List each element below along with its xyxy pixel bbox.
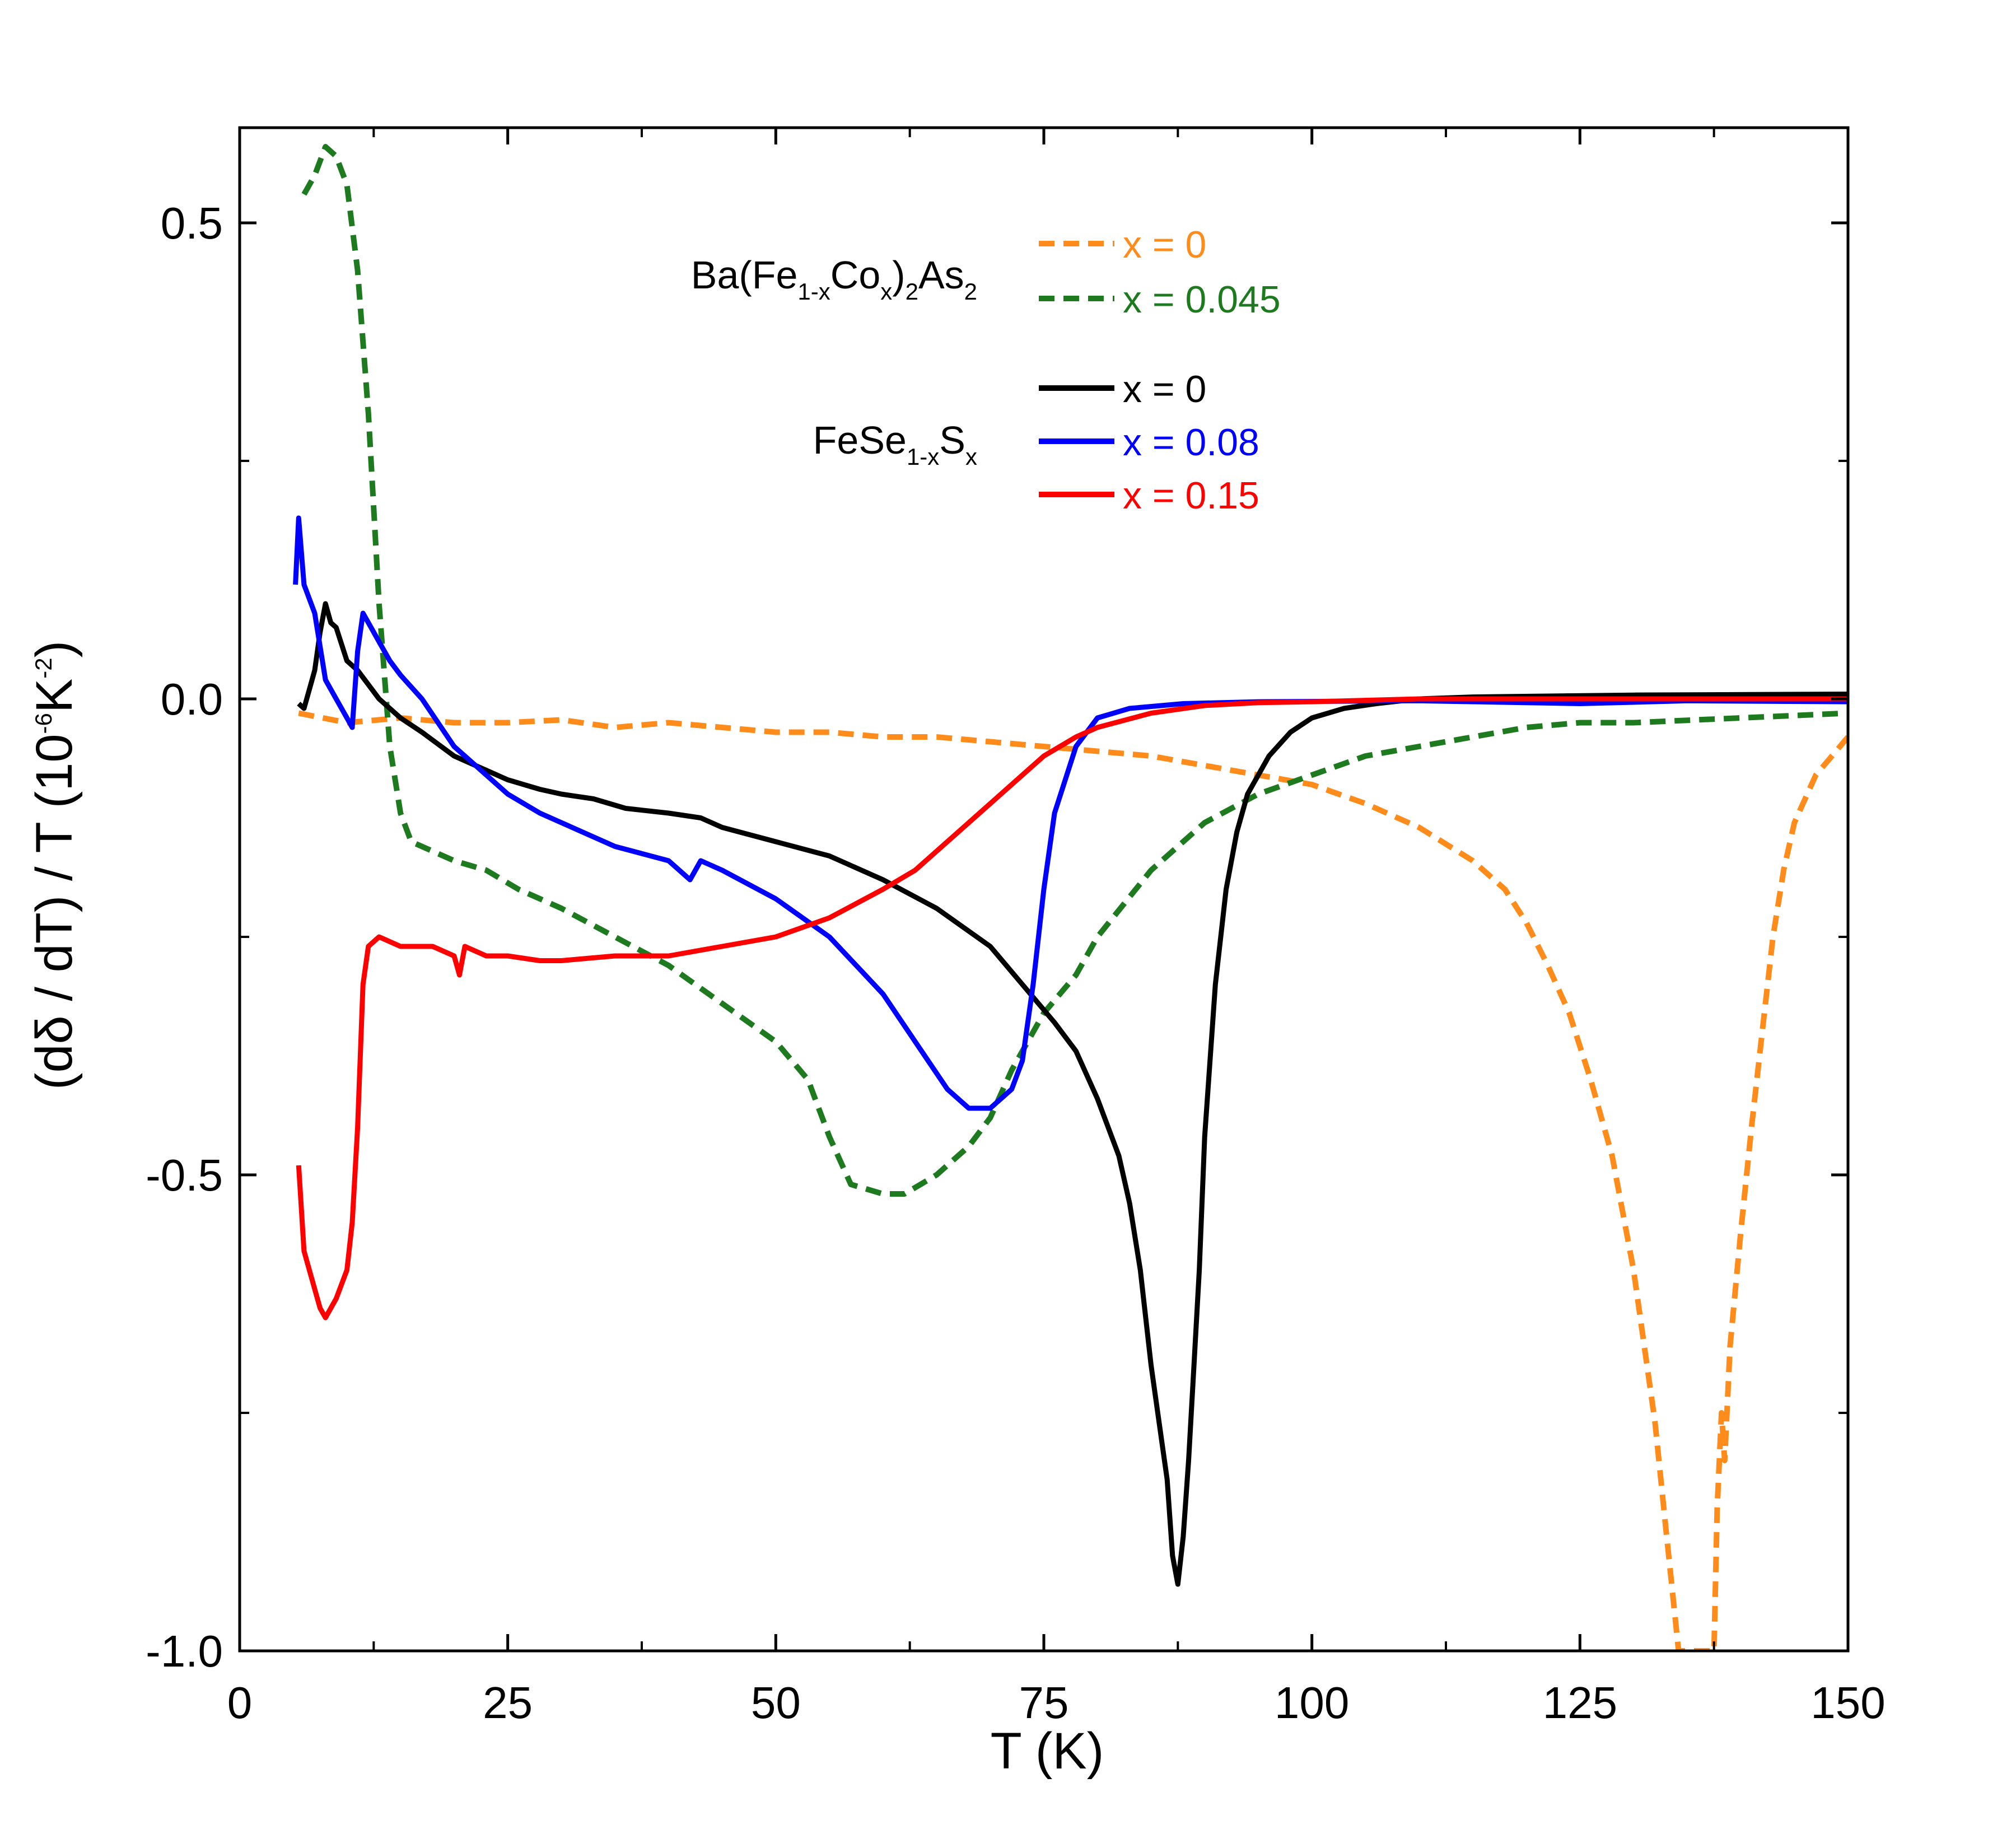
legend-group-title-part: 2 [964,278,977,305]
y-axis-title-exp1: -6 [30,713,57,734]
legend-group-title-part: 2 [906,278,918,305]
legend-label-fese-x0: x = 0 [1123,368,1206,410]
legend-label-ba-x0: x = 0 [1123,223,1206,266]
y-axis-title-prefix: (dδ / dT) / T (10 [26,734,83,1090]
x-tick-label: 150 [1810,1678,1885,1728]
legend-label-ba-x0045: x = 0.045 [1123,278,1281,321]
x-tick-label: 25 [483,1678,533,1728]
y-axis-title-exp2: -2 [30,657,57,678]
legend: Ba(Fe1-xCox)2As2 FeSe1-xSx x = 0 x = 0.0… [691,223,1281,517]
x-tick-label: 100 [1275,1678,1349,1728]
legend-group-title-part: S [939,418,965,462]
x-tick-label: 50 [751,1678,801,1728]
series-ba-fe1-xcox-2as2-x-0 [298,713,1848,1651]
axis-ticks: 0 25 50 75 100 125 150 -1.0 -0.5 0.0 0.5 [146,128,1886,1728]
y-axis-title-suffix: ) [26,641,83,658]
y-axis-title-mid: K [26,679,83,713]
y-tick-label: 0.5 [161,198,223,248]
legend-label-fese-x008: x = 0.08 [1123,421,1259,464]
legend-group-title-part: x [880,278,892,305]
legend-label-fese-x015: x = 0.15 [1123,474,1259,517]
legend-group-title-part: As [918,253,964,297]
x-axis-title: T (K) [991,1723,1104,1780]
legend-group-title-part: x [965,444,977,470]
legend-group-title-part: Co [830,253,880,297]
x-tick-label: 0 [227,1678,253,1728]
y-tick-label: 0.0 [161,674,223,724]
legend-group-title-part: 1-x [907,444,939,470]
y-tick-label: -0.5 [146,1150,223,1200]
legend-group-title-part: 1-x [797,278,830,305]
series-layer [296,147,1848,1651]
series-fese1-xsx-x-0-08 [296,518,1848,1108]
legend-group-title-fese-s: FeSe1-xSx [813,418,977,470]
legend-group-title-part: FeSe [813,418,907,462]
legend-group-title-ba-fe-co-as: Ba(Fe1-xCox)2As2 [691,253,977,305]
series-fese1-xsx-x-0-15 [298,699,1848,1318]
chart: 0 25 50 75 100 125 150 -1.0 -0.5 0.0 0.5 T (K) (dδ… [0,0,2016,1848]
y-tick-label: -1.0 [146,1626,223,1676]
x-tick-label: 75 [1019,1678,1069,1728]
legend-group-title-part: Ba(Fe [691,253,798,297]
x-tick-label: 125 [1543,1678,1617,1728]
y-axis-title: (dδ / dT) / T (10-6K-2) [26,641,83,1090]
legend-group-title-part: ) [892,253,905,297]
series-ba-fe1-xcox-2as2-x-0-045 [304,147,1848,1194]
